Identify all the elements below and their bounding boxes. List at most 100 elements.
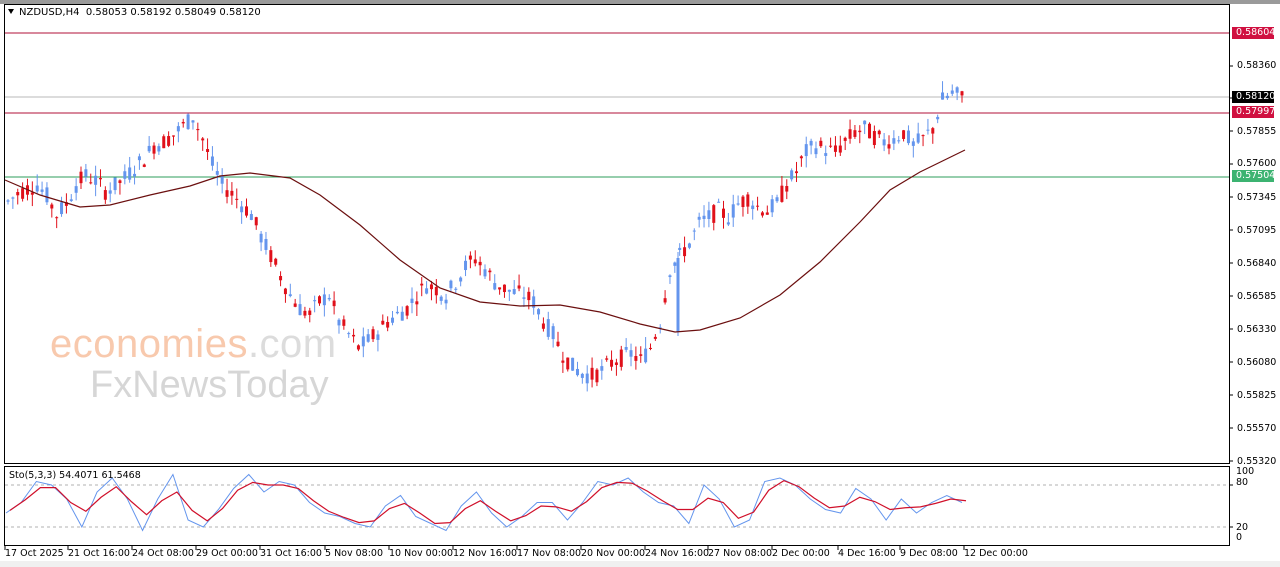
stochastic-main-line xyxy=(5,473,963,532)
bear-candle xyxy=(16,192,20,196)
dropdown-triangle-icon[interactable] xyxy=(8,9,14,14)
price-label: 0.56330 xyxy=(1237,324,1277,335)
bull-candle xyxy=(454,288,458,290)
bear-candle xyxy=(868,123,872,139)
bear-candle xyxy=(653,336,657,339)
bull-candle xyxy=(176,126,180,132)
bull-candle xyxy=(94,175,98,185)
bull-candle xyxy=(210,156,214,166)
bear-candle xyxy=(269,250,273,263)
bull-candle xyxy=(575,368,579,376)
ohlc-values: 0.58053 0.58192 0.58049 0.58120 xyxy=(85,7,261,18)
watermark-fxnewstoday: FxNewsToday xyxy=(90,364,329,406)
bear-candle xyxy=(206,149,210,152)
price-chart-pane[interactable] xyxy=(4,4,1230,464)
bear-candle xyxy=(614,362,618,365)
bear-candle xyxy=(833,145,837,152)
bear-candle xyxy=(386,321,390,328)
bear-candle xyxy=(902,130,906,139)
time-label: 27 Nov 08:00 xyxy=(708,548,773,559)
time-label: 5 Nov 08:00 xyxy=(325,548,384,559)
stochastic-pane[interactable] xyxy=(4,466,1230,546)
bull-candle xyxy=(926,129,930,131)
bull-candle xyxy=(537,309,541,315)
bull-candle xyxy=(288,294,292,297)
bull-candle xyxy=(123,171,127,179)
bear-candle xyxy=(722,208,725,218)
bull-candle xyxy=(464,260,468,271)
bull-candle xyxy=(240,206,244,213)
bull-candle xyxy=(809,140,813,146)
bull-candle xyxy=(337,319,341,326)
bear-candle xyxy=(502,284,506,293)
stochastic-legend: Sto(5,3,3) 54.4071 61.5468 xyxy=(9,470,141,481)
bull-candle xyxy=(157,146,161,152)
bull-candle xyxy=(108,190,112,194)
bear-candle xyxy=(561,360,565,363)
current-price-tag: 0.58120 xyxy=(1232,91,1275,103)
bull-candle xyxy=(425,288,429,294)
bull-candle xyxy=(522,297,526,299)
bull-candle xyxy=(35,185,39,192)
bull-candle xyxy=(955,87,959,93)
bull-candle xyxy=(644,348,648,363)
bear-candle xyxy=(98,178,102,180)
bull-candle xyxy=(702,215,706,219)
stoch-level-20: 20 xyxy=(1236,522,1249,533)
bull-candle xyxy=(215,171,219,175)
bull-candle xyxy=(137,156,141,161)
bear-candle xyxy=(420,283,424,286)
price-label: 0.55825 xyxy=(1237,390,1277,401)
bear-candle xyxy=(201,138,205,141)
bull-candle xyxy=(731,204,735,218)
resistance-high-price-tag: 0.58604 xyxy=(1232,27,1275,39)
bear-candle xyxy=(595,369,599,383)
bear-candle xyxy=(142,164,146,167)
bear-candle xyxy=(639,354,643,356)
bear-candle xyxy=(235,198,239,200)
bull-candle xyxy=(678,247,682,250)
bear-candle xyxy=(819,140,823,147)
bull-candle xyxy=(361,336,365,347)
bear-candle xyxy=(371,329,375,340)
bear-candle xyxy=(283,288,287,295)
bear-candle xyxy=(103,190,107,200)
bear-candle xyxy=(498,287,502,290)
price-label: 0.57600 xyxy=(1237,158,1277,169)
bear-candle xyxy=(619,349,623,367)
bear-candle xyxy=(230,190,234,196)
bull-candle xyxy=(936,116,940,120)
bull-candle xyxy=(916,133,920,143)
bull-candle xyxy=(726,222,730,225)
bear-candle xyxy=(683,247,687,257)
bear-candle xyxy=(517,285,521,289)
bear-candle xyxy=(741,196,745,208)
bear-candle xyxy=(21,188,25,199)
bull-candle xyxy=(824,153,828,156)
stochastic-signal-line xyxy=(9,479,967,525)
bull-candle xyxy=(186,114,190,130)
bear-candle xyxy=(429,284,433,290)
bull-candle xyxy=(804,144,808,157)
resistance-low-price-tag: 0.57997 xyxy=(1232,106,1275,118)
bull-candle xyxy=(585,373,589,384)
bear-candle xyxy=(765,212,769,215)
price-label: 0.57095 xyxy=(1237,225,1277,236)
bull-candle xyxy=(483,269,487,277)
bull-candle xyxy=(147,145,151,152)
bear-candle xyxy=(171,135,175,137)
bull-candle xyxy=(600,366,604,371)
bear-candle xyxy=(634,356,638,361)
bear-candle xyxy=(829,145,833,147)
bear-candle xyxy=(352,334,356,337)
bull-candle xyxy=(347,333,351,335)
bear-candle xyxy=(858,130,862,133)
bull-candle xyxy=(707,210,711,219)
bear-candle xyxy=(293,303,297,307)
time-label: 17 Oct 2025 xyxy=(5,548,64,559)
time-label: 2 Dec 00:00 xyxy=(772,548,830,559)
bull-candle xyxy=(892,138,896,144)
bear-candle xyxy=(872,131,876,146)
bear-candle xyxy=(167,136,171,146)
